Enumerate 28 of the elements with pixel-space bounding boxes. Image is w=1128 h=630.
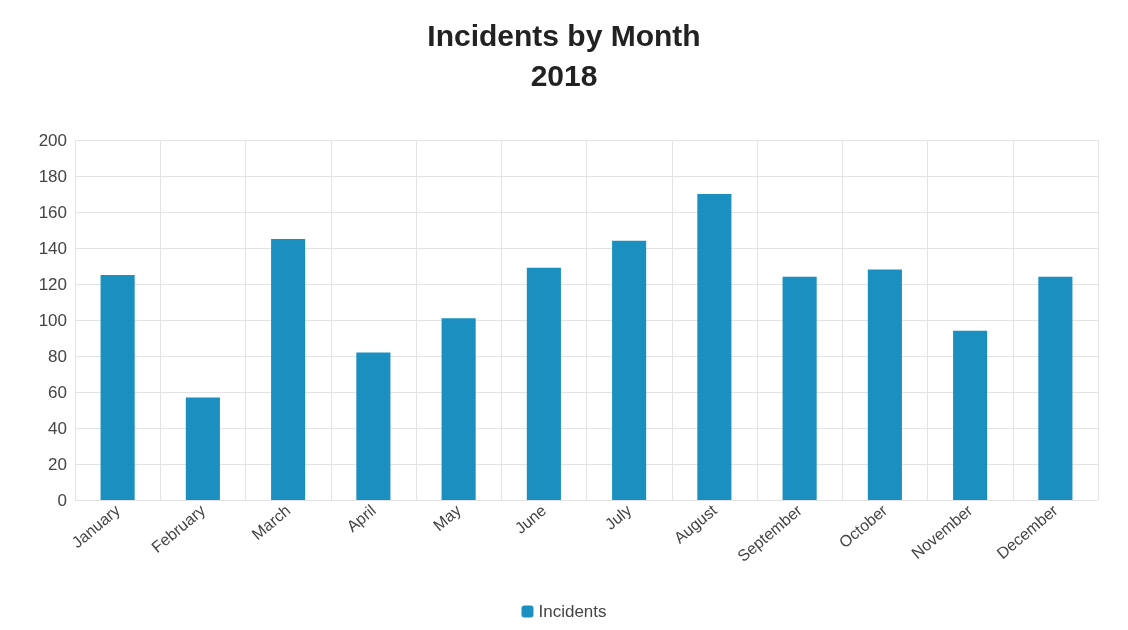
bar [1038,276,1073,500]
y-tick-label: 200 [38,130,67,150]
y-tick-label: 120 [38,274,67,294]
bar [953,330,988,500]
chart-title: Incidents by Month 2018 [427,18,701,92]
y-tick-label: 180 [38,166,67,186]
bar [441,318,476,500]
y-tick-label: 160 [38,202,67,222]
x-tick-label: July [601,501,635,533]
bar [697,194,732,500]
bar [526,267,561,500]
y-tick-label: 40 [48,418,67,438]
bar [271,239,306,500]
y-tick-label: 100 [38,310,67,330]
y-tick-label: 20 [48,454,67,474]
x-tick-label: June [511,501,550,537]
bar [100,275,135,500]
y-tick-label: 60 [48,382,67,402]
bar [867,269,902,500]
y-tick-label: 80 [48,346,67,366]
y-tick-label: 0 [57,490,67,510]
bar [612,240,647,500]
bar [185,397,220,500]
bar [782,276,817,500]
bar [356,352,391,500]
x-tick-label: May [430,501,465,534]
y-tick-label: 140 [38,238,67,258]
legend-label: Incidents [538,602,607,621]
